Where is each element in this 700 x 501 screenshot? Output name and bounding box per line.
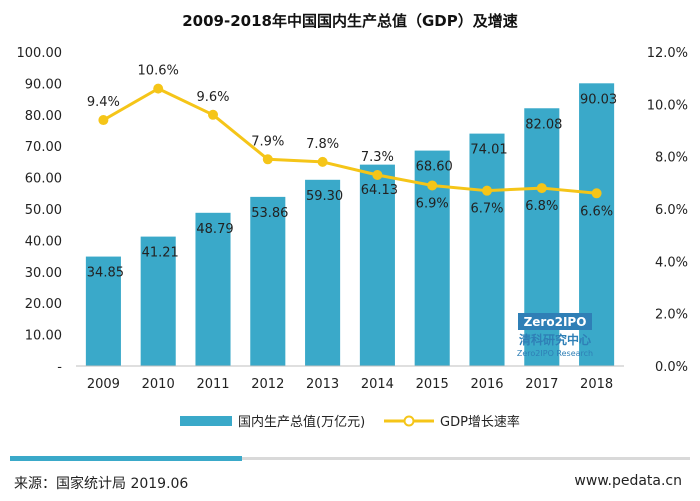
line-value-label: 7.9% (251, 134, 284, 149)
legend-swatch-bar (180, 416, 232, 426)
y2-tick-label: 0.0% (655, 360, 688, 375)
legend-label-line: GDP增长速率 (440, 414, 520, 430)
bar-2012 (250, 196, 286, 366)
line-value-label: 6.9% (416, 196, 449, 211)
legend: 国内生产总值(万亿元) GDP增长速率 (180, 414, 520, 430)
y-tick-label: - (57, 360, 62, 375)
y-tick-label: 90.00 (25, 77, 62, 92)
x-tick-label: 2017 (525, 377, 558, 392)
legend-swatch-marker (403, 415, 415, 427)
bar-value-label: 82.08 (525, 117, 562, 132)
growth-point-2009 (98, 115, 109, 126)
bar-2009 (85, 256, 121, 366)
y-tick-label: 60.00 (25, 172, 62, 187)
growth-rate-line (102, 87, 597, 195)
x-tick-label: 2009 (87, 377, 120, 392)
x-tick-label: 2016 (470, 377, 503, 392)
y2-tick-label: 8.0% (655, 151, 688, 166)
growth-point-2012 (262, 154, 273, 165)
x-tick-label: 2015 (416, 377, 449, 392)
y2-tick-label: 10.0% (647, 98, 688, 113)
bar-2011 (195, 212, 231, 366)
axes-layer: - 10.00 20.00 30.00 40.00 50.00 60.00 70.00 80.0… (17, 46, 689, 392)
footer-divider (10, 457, 690, 460)
bar-value-label: 41.21 (142, 246, 179, 261)
footer-divider-accent (10, 456, 242, 461)
chart-title: 2009-2018年中国国内生产总值（GDP）及增速 (182, 12, 518, 30)
y-tick-label: 30.00 (25, 266, 62, 281)
y-tick-label: 100.00 (17, 46, 63, 61)
growth-point-2014 (372, 169, 383, 180)
watermark-cn-text: 清科研究中心 (519, 332, 591, 347)
line-value-label: 7.3% (361, 150, 394, 165)
bar-value-label: 90.03 (580, 92, 617, 107)
bar-2010 (140, 236, 176, 366)
line-layer (98, 83, 602, 199)
labels-layer: 34.85 41.21 48.79 53.86 59.30 64.13 68.60 74.01… (87, 64, 617, 281)
watermark-logo-box (518, 313, 592, 330)
y-tick-label: 40.00 (25, 234, 62, 249)
chart-svg: - 10.00 20.00 30.00 40.00 50.00 60.00 70.00 80.0… (17, 46, 689, 430)
growth-point-2013 (317, 156, 328, 167)
line-value-label: 9.6% (196, 90, 229, 105)
line-value-label: 7.8% (306, 137, 339, 152)
y2-tick-label: 12.0% (647, 46, 688, 61)
y2-tick-label: 4.0% (655, 255, 688, 270)
bar-value-label: 48.79 (196, 222, 233, 237)
growth-point-2011 (208, 109, 218, 120)
y-tick-label: 80.00 (25, 109, 62, 124)
bar-2014 (359, 164, 395, 366)
bar-value-label: 59.30 (306, 189, 343, 204)
x-tick-label: 2011 (196, 377, 229, 392)
watermark-en-text: Zero2IPO Research (517, 349, 593, 358)
x-tick-label: 2018 (580, 377, 613, 392)
bar-2013 (305, 179, 341, 366)
y-tick-label: 10.00 (25, 329, 62, 344)
growth-point-2017 (536, 183, 547, 194)
bar-value-label: 74.01 (470, 143, 507, 158)
line-value-label: 6.6% (580, 204, 613, 219)
line-value-label: 10.6% (138, 64, 179, 79)
watermark-logo: Zero2IPO 清科研究中心 Zero2IPO Research (517, 313, 593, 358)
x-tick-label: 2013 (306, 377, 339, 392)
y2-tick-label: 2.0% (655, 308, 688, 323)
bar-value-label: 68.60 (416, 160, 453, 175)
x-tick-label: 2014 (361, 377, 394, 392)
bars-layer (85, 83, 615, 367)
growth-point-2010 (153, 83, 164, 94)
x-tick-label: 2010 (142, 377, 175, 392)
line-value-label: 9.4% (87, 95, 120, 110)
bar-value-label: 64.13 (361, 183, 398, 198)
growth-point-2018 (591, 188, 602, 199)
site-url: www.pedata.cn (574, 473, 682, 489)
legend-label-bar: 国内生产总值(万亿元) (238, 414, 365, 430)
bar-value-label: 53.86 (251, 206, 288, 221)
line-value-label: 6.7% (470, 202, 503, 217)
y2-tick-label: 6.0% (655, 203, 688, 218)
line-value-label: 6.8% (525, 199, 558, 214)
bar-value-label: 34.85 (87, 266, 124, 281)
growth-point-2016 (482, 185, 492, 196)
y-tick-label: 70.00 (25, 140, 62, 155)
bar-2016 (469, 133, 505, 366)
source-text: 来源：国家统计局 2019.06 (14, 476, 189, 492)
watermark-logo-text: Zero2IPO (524, 315, 587, 329)
y-tick-label: 50.00 (25, 203, 62, 218)
y-tick-label: 20.00 (25, 297, 62, 312)
growth-point-2015 (427, 180, 438, 191)
x-tick-label: 2012 (251, 377, 284, 392)
